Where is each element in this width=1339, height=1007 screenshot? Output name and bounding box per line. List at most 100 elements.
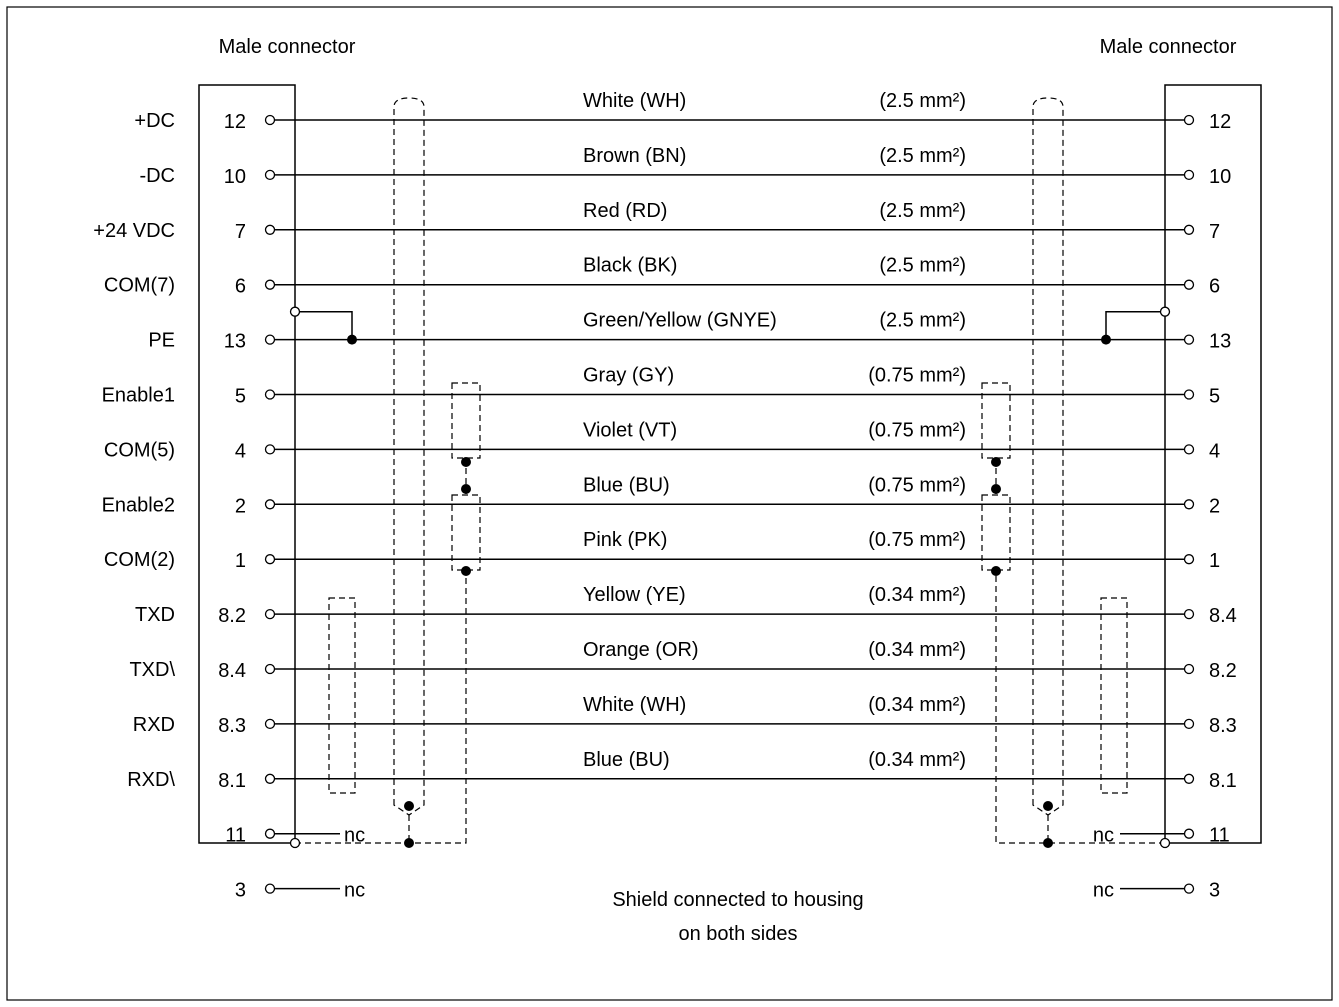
right-pin-terminal — [1183, 883, 1195, 894]
right-pin-number: 12 — [1209, 111, 1231, 133]
left-pin-number: 5 — [235, 386, 246, 408]
left-pin-number: 4 — [235, 440, 246, 462]
wire-color-label: Green/Yellow (GNYE) — [583, 310, 777, 332]
left-shield-drain — [295, 458, 467, 844]
wire-gauge-label: (0.34 mm²) — [868, 749, 966, 771]
wire-color-label: Red (RD) — [583, 200, 667, 222]
wire-gauge-label: (0.34 mm²) — [868, 639, 966, 661]
wire-gauge-label: (0.34 mm²) — [868, 584, 966, 606]
right-pin-number: 6 — [1209, 276, 1220, 298]
shield-junction-dot — [991, 457, 1001, 467]
right-pin-number: 8.4 — [1209, 605, 1237, 627]
left-pin-terminal — [264, 169, 276, 181]
wire-gauge-label: (0.75 mm²) — [868, 474, 966, 496]
left-connector-header: Male connector — [219, 36, 356, 58]
right-pin-terminal — [1183, 499, 1195, 510]
nc-label: nc — [344, 825, 365, 847]
wire-color-label: Violet (VT) — [583, 419, 677, 441]
signal-label: Enable1 — [102, 385, 175, 407]
right-pin-number: 2 — [1209, 495, 1220, 517]
shield-junction-dot — [1043, 838, 1053, 848]
signal-label: COM(5) — [104, 439, 175, 461]
wire-gauge-label: (2.5 mm²) — [879, 90, 966, 112]
wire-gauge-label: (2.5 mm²) — [879, 145, 966, 167]
left-pe-junction — [347, 334, 357, 345]
right-pe-link — [1105, 310, 1165, 340]
wire-color-label: White (WH) — [583, 90, 686, 112]
left-pin-terminal — [264, 279, 276, 290]
shield-junction-dot — [404, 838, 414, 848]
signal-label: +DC — [134, 110, 175, 132]
right-pin-number: 1 — [1209, 550, 1220, 572]
right-pin-terminal — [1183, 773, 1195, 784]
nc-label: nc — [1093, 880, 1114, 902]
left-pin-terminal — [264, 554, 276, 565]
left-pin-terminal — [264, 389, 276, 400]
right-pin-terminal — [1183, 663, 1195, 675]
right-connector-header: Male connector — [1100, 36, 1237, 58]
nc-label: nc — [1093, 825, 1114, 847]
left-pin-terminal — [264, 663, 276, 675]
right-pin-number: 8.1 — [1209, 770, 1237, 792]
right-pin-number: 8.2 — [1209, 660, 1237, 682]
shield-junction-dot — [991, 566, 1001, 576]
left-pin-number: 8.3 — [218, 715, 246, 737]
wire-gauge-label: (2.5 mm²) — [879, 310, 966, 332]
left-pin-terminal — [264, 718, 276, 730]
left-pin-number: 1 — [235, 550, 246, 572]
wire-gauge-label: (0.75 mm²) — [868, 419, 966, 441]
signal-label: Enable2 — [102, 494, 175, 516]
signal-label: -DC — [139, 165, 175, 187]
wire-gauge-label: (2.5 mm²) — [879, 255, 966, 277]
shield-junctions — [289, 306, 1171, 849]
left-pin-number: 12 — [224, 111, 246, 133]
right-pin-number: 3 — [1209, 880, 1220, 902]
nc-label: nc — [344, 880, 365, 902]
shield-junction-dot — [461, 457, 471, 467]
right-pin-terminal — [1183, 554, 1195, 565]
signal-label: TXD — [135, 604, 175, 626]
signal-label: TXD\ — [129, 659, 175, 681]
right-pin-number: 5 — [1209, 386, 1220, 408]
pair-shield-data-right — [1100, 597, 1128, 794]
right-shield-drain — [995, 458, 1165, 844]
shield-note-line1: Shield connected to housing — [612, 889, 863, 911]
left-pin-number: 11 — [225, 825, 246, 847]
pair-shield-enable2-right — [981, 494, 1011, 571]
left-cable-shield — [393, 97, 425, 816]
right-pin-terminal — [1183, 169, 1195, 181]
wire-gauge-label: (2.5 mm²) — [879, 200, 966, 222]
right-pin-terminal — [1183, 444, 1195, 455]
signal-label: COM(7) — [104, 275, 175, 297]
pair-shield-enable1-left — [451, 382, 481, 459]
left-housing-terminal — [289, 306, 301, 317]
signal-label: +24 VDC — [93, 220, 175, 242]
shield-junction-dot — [461, 566, 471, 576]
left-pin-number: 3 — [235, 880, 246, 902]
right-pin-terminal — [1183, 224, 1195, 235]
left-pin-terminal — [264, 334, 276, 345]
right-pin-number: 7 — [1209, 221, 1220, 243]
wire-color-label: Gray (GY) — [583, 365, 674, 387]
wire-color-label: Orange (OR) — [583, 639, 699, 661]
left-pin-terminal — [264, 608, 276, 620]
wire-gauge-label: (0.34 mm²) — [868, 694, 966, 716]
right-pin-number: 10 — [1209, 166, 1231, 188]
diagram-frame — [6, 6, 1333, 1001]
signal-label: RXD — [133, 714, 175, 736]
right-pin-terminal — [1183, 389, 1195, 400]
right-pin-number: 8.3 — [1209, 715, 1237, 737]
right-connector-box — [1164, 84, 1262, 844]
right-pin-terminal — [1183, 334, 1195, 345]
pair-shield-enable1-right — [981, 382, 1011, 459]
wire-color-label: White (WH) — [583, 694, 686, 716]
shield-junction-dot — [991, 484, 1001, 494]
signal-label: COM(2) — [104, 549, 175, 571]
right-pin-terminal — [1183, 608, 1195, 620]
wire-color-label: Blue (BU) — [583, 749, 670, 771]
left-connector-box — [198, 84, 296, 844]
shield-junction-dot — [1043, 801, 1053, 811]
right-pin-terminal — [1183, 718, 1195, 730]
